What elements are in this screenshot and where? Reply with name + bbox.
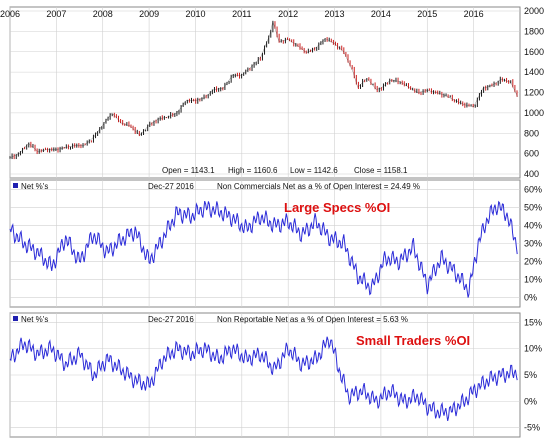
x-tick-year: 2009 — [139, 9, 159, 19]
panel-annotation-1: Large Specs %OI — [284, 200, 390, 215]
net-y-tick-1: 40% — [524, 220, 542, 230]
net-y-tick-2: 15% — [524, 317, 542, 327]
net-y-tick-2: 10% — [524, 344, 542, 354]
net-y-tick-1: 10% — [524, 275, 542, 285]
x-tick-year: 2012 — [278, 9, 298, 19]
net-y-tick-1: 0% — [524, 293, 537, 303]
ohlc-open: Open = 1143.1 — [162, 166, 215, 175]
ohlc-close: Close = 1158.1 — [354, 166, 408, 175]
x-tick-year: 2013 — [325, 9, 345, 19]
price-y-tick: 400 — [524, 169, 539, 179]
price-y-tick: 800 — [524, 128, 539, 138]
legend-marker-1 — [13, 183, 18, 188]
legend-label-1: Net %'s — [21, 182, 48, 191]
net-series-line-2 — [9, 336, 518, 422]
x-tick-year: 2010 — [185, 9, 205, 19]
legend-marker-2 — [13, 316, 18, 321]
price-y-tick: 1000 — [524, 108, 544, 118]
price-y-tick: 1400 — [524, 67, 544, 77]
panel-annotation-2: Small Traders %OI — [356, 333, 470, 348]
x-tick-year: 2006 — [0, 9, 20, 19]
x-tick-year: 2016 — [464, 9, 484, 19]
x-tick-year: 2014 — [371, 9, 391, 19]
panel-subtitle-2: Non Reportable Net as a % of Open Intere… — [217, 315, 408, 324]
price-y-tick: 1200 — [524, 88, 544, 98]
net-series-line-1 — [9, 200, 518, 298]
x-tick-year: 2015 — [417, 9, 437, 19]
net-y-tick-1: 20% — [524, 257, 542, 267]
x-tick-year: 2011 — [232, 9, 251, 19]
x-tick-year: 2008 — [93, 9, 113, 19]
header-date-1: Dec-27 2016 — [148, 182, 194, 191]
legend-label-2: Net %'s — [21, 315, 48, 324]
net-y-tick-2: 0% — [524, 396, 537, 406]
net-y-tick-2: 5% — [524, 370, 537, 380]
header-date-2: Dec-27 2016 — [148, 315, 194, 324]
price-y-tick: 1600 — [524, 47, 544, 57]
price-y-tick: 1800 — [524, 26, 544, 36]
ohlc-low: Low = 1142.6 — [290, 166, 338, 175]
net-y-tick-1: 50% — [524, 202, 542, 212]
price-y-tick: 600 — [524, 149, 539, 159]
net-y-tick-1: 30% — [524, 239, 542, 249]
net-y-tick-1: 60% — [524, 184, 542, 194]
net-y-tick-2: -5% — [524, 423, 540, 433]
ohlc-high: High = 1160.6 — [228, 166, 278, 175]
price-y-tick: 2000 — [524, 6, 544, 16]
panel-subtitle-1: Non Commercials Net as a % of Open Inter… — [217, 182, 420, 191]
x-tick-year: 2007 — [46, 9, 66, 19]
price-line — [9, 20, 518, 158]
